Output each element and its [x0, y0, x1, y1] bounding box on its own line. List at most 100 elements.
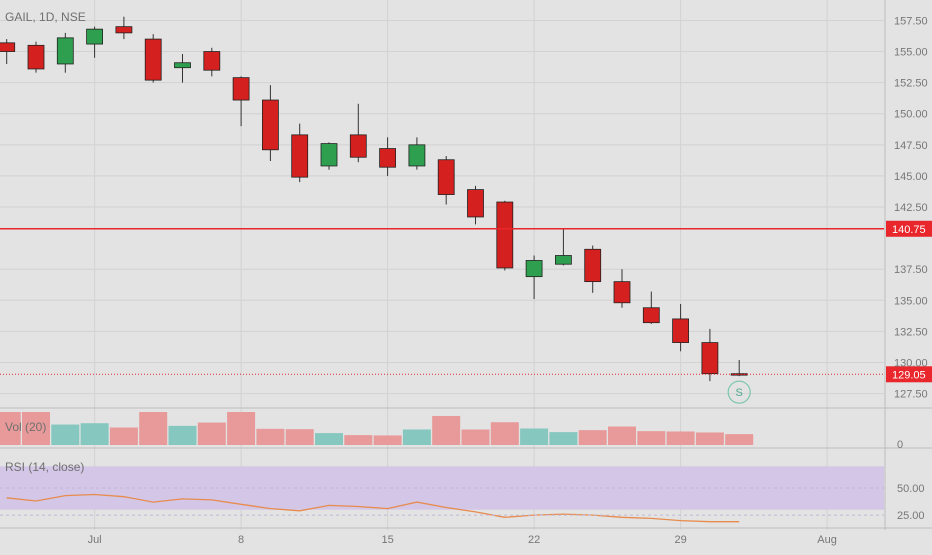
- candle-body: [408, 144, 426, 167]
- candlestick-series[interactable]: S: [0, 16, 751, 404]
- candle-body: [379, 148, 397, 168]
- candle[interactable]: [642, 291, 660, 324]
- candle-body: [115, 26, 133, 34]
- volume-bar: [227, 412, 256, 445]
- candle-body: [320, 143, 338, 167]
- candle-body: [349, 134, 367, 158]
- candle[interactable]: [613, 269, 631, 308]
- volume-bar: [520, 428, 549, 445]
- candle[interactable]: [496, 200, 514, 271]
- volume-bar: [285, 429, 314, 445]
- price-tick-label: 152.50: [894, 78, 928, 90]
- volume-bar: [168, 425, 197, 445]
- volume-tick-label: 0: [897, 439, 903, 451]
- price-label-box: [886, 366, 932, 383]
- x-tick-label: 8: [238, 534, 244, 546]
- volume-bar: [22, 412, 50, 445]
- candle-body: [291, 134, 309, 178]
- volume-bars: [0, 412, 754, 445]
- volume-bar: [608, 426, 636, 445]
- volume-bar: [0, 412, 21, 445]
- candle[interactable]: [672, 304, 689, 352]
- rsi-label: RSI (14, close): [5, 460, 84, 474]
- price-label: 129.05: [892, 369, 926, 381]
- candle-body: [232, 77, 250, 101]
- volume-bar: [461, 429, 490, 445]
- candle[interactable]: [320, 142, 338, 170]
- candle-body: [174, 62, 191, 69]
- volume-bar: [80, 423, 109, 445]
- rsi-line: [6, 493, 740, 523]
- candle[interactable]: [115, 16, 133, 40]
- volume-label: Vol (20): [5, 420, 46, 434]
- rsi-band: [0, 466, 884, 510]
- volume-bar: [637, 431, 666, 445]
- candle-body: [701, 342, 719, 375]
- volume-bar: [197, 422, 226, 445]
- candle-body: [86, 28, 103, 45]
- horizontal-lines: 140.75 129.05: [0, 220, 932, 383]
- candle[interactable]: [584, 245, 602, 293]
- candle[interactable]: [203, 47, 221, 77]
- candle-body: [467, 189, 484, 218]
- candle[interactable]: [349, 103, 367, 163]
- candle[interactable]: [701, 328, 719, 382]
- volume-bar: [725, 434, 754, 445]
- candle[interactable]: [27, 41, 45, 73]
- x-tick-label: Jul: [88, 534, 102, 546]
- candle-body: [144, 38, 162, 81]
- price-tick-label: 150.00: [894, 109, 928, 121]
- candle[interactable]: [525, 255, 543, 300]
- candle-body: [642, 307, 660, 324]
- price-tick-label: 132.50: [894, 326, 928, 338]
- volume-bar: [51, 424, 80, 445]
- x-tick-label: 22: [528, 534, 540, 546]
- volume-bar: [139, 412, 168, 445]
- x-tick-label: 15: [381, 534, 393, 546]
- volume-bar: [666, 431, 695, 445]
- candle[interactable]: [0, 39, 16, 64]
- candle[interactable]: [232, 76, 250, 127]
- price-tick-label: 145.00: [894, 171, 928, 183]
- volume-bar: [109, 427, 138, 445]
- rsi-tick-label: 50.00: [897, 483, 925, 495]
- price-tick-label: 155.00: [894, 47, 928, 59]
- candle[interactable]: [408, 137, 426, 170]
- candle[interactable]: [555, 229, 572, 266]
- volume-bar: [315, 433, 343, 445]
- x-tick-label: 29: [674, 534, 686, 546]
- signal-marker[interactable]: [727, 380, 751, 404]
- signal-marker-label: S: [736, 387, 743, 399]
- candle[interactable]: [144, 34, 162, 83]
- volume-bar: [695, 432, 724, 445]
- volume-bar: [256, 428, 285, 445]
- price-tick-label: 142.50: [894, 202, 928, 214]
- x-tick-label: Aug: [817, 534, 837, 546]
- candle-body: [525, 260, 543, 278]
- price-tick-label: 135.00: [894, 295, 928, 307]
- price-label: 140.75: [892, 224, 926, 236]
- candle-body: [496, 201, 514, 269]
- candle-body: [437, 159, 455, 195]
- candle[interactable]: [437, 156, 455, 205]
- volume-bar: [373, 435, 402, 445]
- candle-body: [555, 255, 572, 265]
- volume-bar: [432, 415, 461, 445]
- price-label-box: [886, 220, 932, 237]
- candle[interactable]: [261, 85, 279, 161]
- volume-bar: [344, 435, 373, 445]
- candle-body: [672, 318, 689, 343]
- candle-body: [613, 281, 631, 304]
- candle[interactable]: [379, 137, 397, 176]
- candle[interactable]: [86, 26, 103, 58]
- candle[interactable]: [56, 32, 74, 73]
- rsi-tick-label: 25.00: [897, 510, 925, 522]
- candle[interactable]: [467, 185, 484, 225]
- candle[interactable]: [174, 54, 191, 83]
- price-tick-label: 157.50: [894, 15, 928, 27]
- candle[interactable]: [291, 123, 309, 183]
